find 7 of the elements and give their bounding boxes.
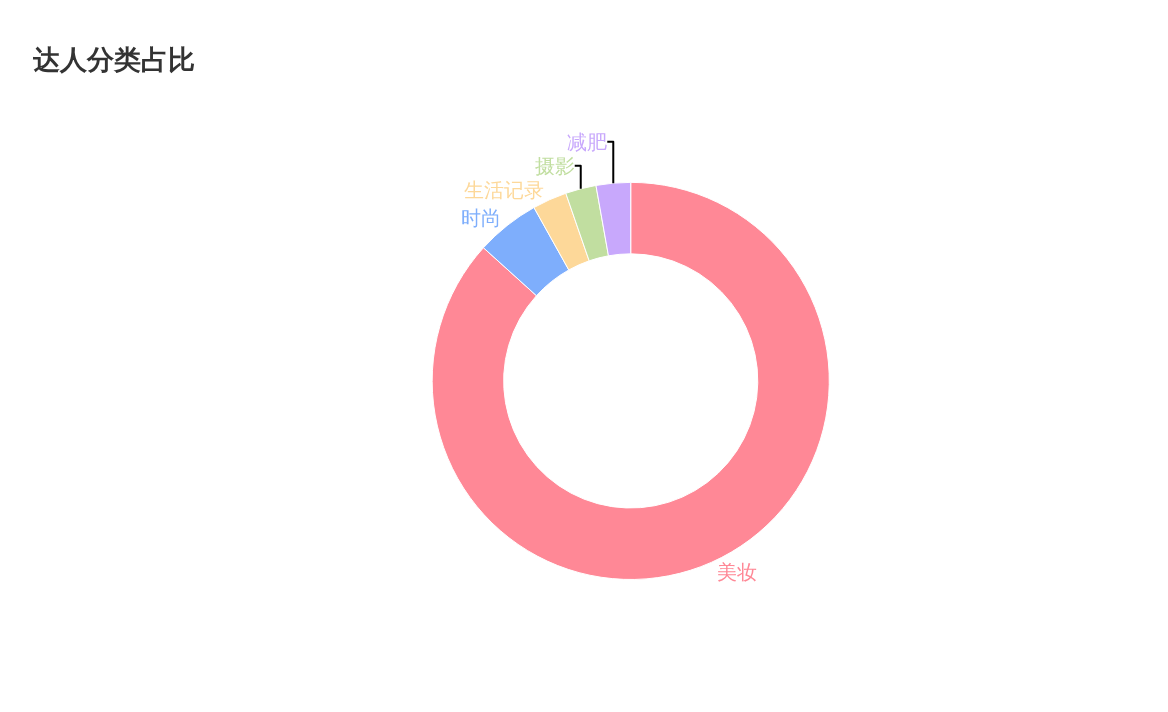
slice-label: 美妆 xyxy=(717,560,758,585)
slice-label: 减肥 xyxy=(567,129,608,154)
slice-label: 生活记录 xyxy=(463,177,544,202)
slice-label: 时尚 xyxy=(461,206,502,231)
slice-label: 摄影 xyxy=(534,153,575,178)
text: 达人分类占比 xyxy=(31,43,195,75)
donut-slice xyxy=(431,181,830,580)
